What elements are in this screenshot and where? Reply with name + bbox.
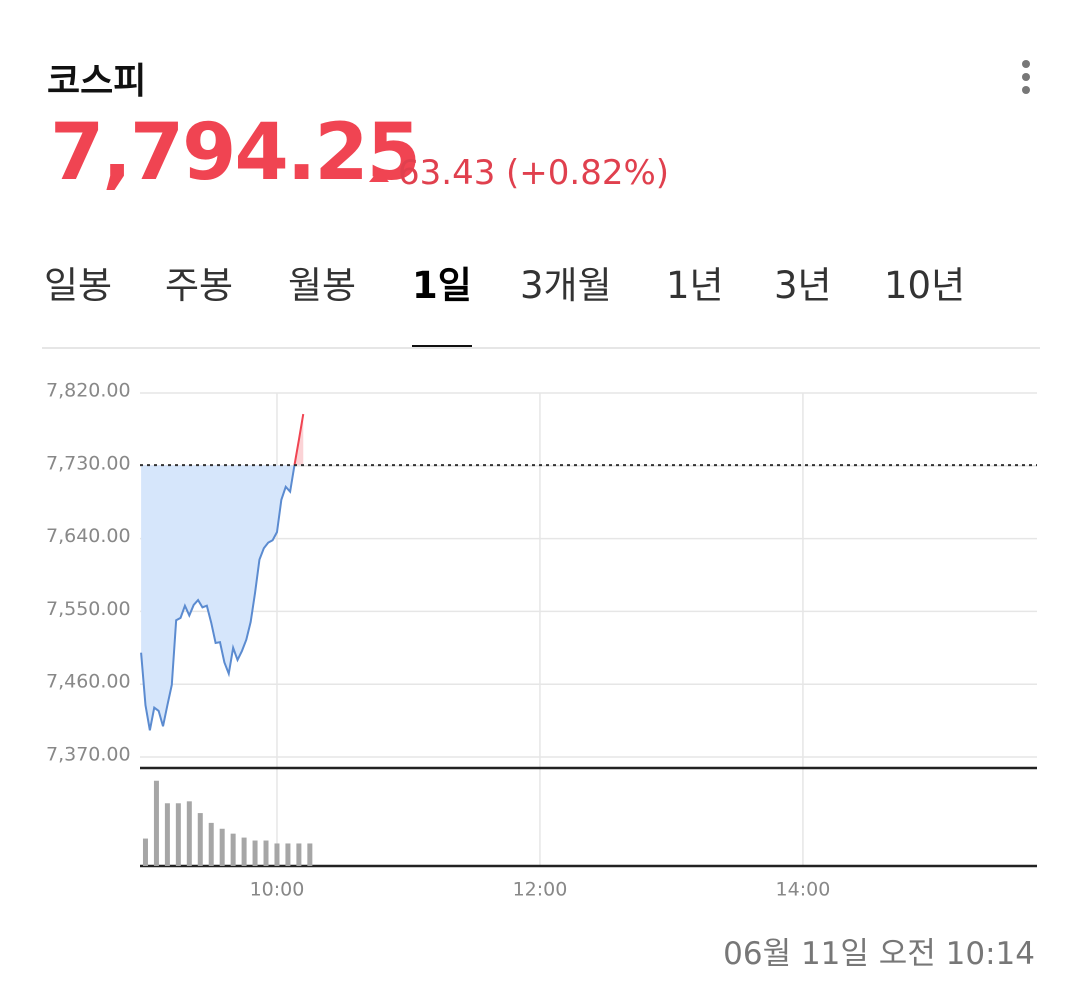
volume-bar bbox=[219, 828, 225, 866]
index-name: 코스피 bbox=[47, 61, 147, 102]
volume-bar bbox=[307, 843, 313, 866]
timestamp: 06월 11일 오전 10:14 bbox=[723, 936, 1035, 972]
tab[interactable]: 주봉 bbox=[165, 264, 234, 307]
y-tick-label: 7,640.00 bbox=[46, 525, 131, 547]
tab[interactable]: 10년 bbox=[884, 264, 966, 307]
volume-bar bbox=[241, 837, 247, 866]
volume-bar bbox=[274, 843, 280, 866]
volume-bar bbox=[208, 822, 214, 866]
y-tick-label: 7,370.00 bbox=[46, 744, 131, 766]
volume-bar bbox=[263, 840, 269, 866]
tab[interactable]: 일봉 bbox=[44, 264, 113, 307]
tab[interactable]: 월봉 bbox=[288, 264, 357, 307]
area-down bbox=[141, 465, 304, 731]
volume-bar bbox=[142, 838, 148, 866]
volume-bar bbox=[186, 801, 192, 866]
change: 63.43 bbox=[398, 153, 496, 193]
up-arrow bbox=[369, 170, 389, 182]
volume-bar bbox=[230, 833, 236, 866]
tab[interactable]: 1일 bbox=[412, 264, 472, 307]
volume-bar bbox=[197, 813, 203, 866]
menu-button[interactable] bbox=[1016, 58, 1036, 98]
price-line bbox=[140, 465, 296, 731]
tab[interactable]: 3개월 bbox=[520, 264, 612, 307]
y-tick-label: 7,460.00 bbox=[46, 671, 131, 693]
volume-bar bbox=[153, 780, 159, 866]
volume-bar bbox=[175, 803, 181, 866]
price: 7,794.25 bbox=[50, 108, 421, 198]
volume-bar bbox=[296, 843, 302, 866]
tab[interactable]: 1년 bbox=[666, 264, 724, 307]
x-tick-label: 14:00 bbox=[776, 879, 831, 901]
y-tick-label: 7,820.00 bbox=[46, 380, 131, 402]
volume-bar bbox=[252, 840, 258, 866]
y-tick-label: 7,730.00 bbox=[46, 452, 131, 474]
volume-bar bbox=[285, 843, 291, 866]
volume-bar bbox=[164, 803, 170, 866]
x-tick-label: 10:00 bbox=[250, 879, 305, 901]
tab[interactable]: 3년 bbox=[774, 264, 832, 307]
x-tick-label: 12:00 bbox=[513, 879, 568, 901]
change-percent: (+0.82%) bbox=[506, 153, 670, 193]
y-tick-label: 7,550.00 bbox=[46, 598, 131, 620]
tab-underline bbox=[412, 345, 472, 347]
area-up bbox=[294, 414, 304, 466]
